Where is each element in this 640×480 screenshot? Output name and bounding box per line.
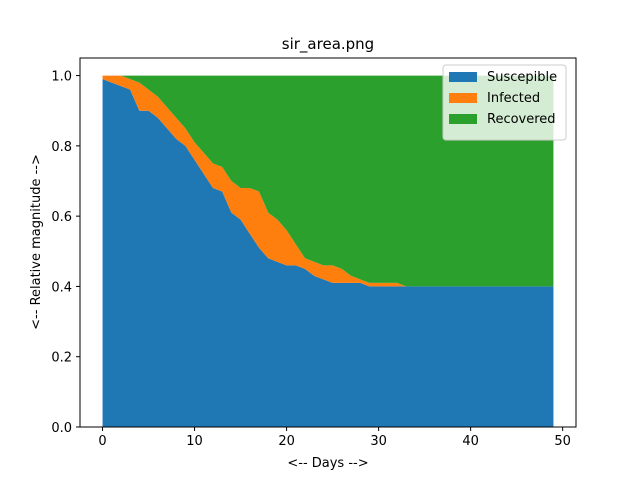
y-tick-label: 1.0	[51, 70, 72, 85]
y-axis-label: <-- Relative magnitude -->	[29, 154, 44, 330]
x-tick-label: 10	[186, 434, 203, 449]
x-tick-label: 20	[278, 434, 295, 449]
legend: Suscepible Infected Recovered	[442, 64, 567, 141]
x-tick-label: 40	[462, 434, 479, 449]
axes: 0 10 20 30 40 50 0.0 0.2 0.4 0.6 0.8 1.0	[51, 57, 577, 449]
legend-swatch-suscepible	[449, 72, 477, 82]
y-tick-label: 0.0	[51, 421, 72, 436]
y-tick-label: 0.2	[51, 351, 72, 366]
area-suscepible	[102, 79, 554, 427]
x-tick-label: 0	[98, 434, 106, 449]
x-tick-label: 30	[370, 434, 387, 449]
y-tick-label: 0.8	[51, 140, 72, 155]
y-tick-label: 0.6	[51, 210, 72, 225]
legend-swatch-recovered	[449, 114, 477, 124]
legend-swatch-infected	[449, 93, 477, 103]
area-recovered	[102, 75, 554, 287]
stacked-areas	[102, 75, 554, 427]
chart-title: sir_area.png	[282, 35, 374, 54]
area-infected	[102, 75, 554, 287]
legend-label-recovered: Recovered	[487, 112, 556, 127]
legend-label-suscepible: Suscepible	[487, 70, 557, 85]
y-tick-label: 0.4	[51, 280, 72, 295]
x-axis-label: <-- Days -->	[287, 456, 368, 471]
legend-label-infected: Infected	[487, 91, 540, 106]
x-tick-label: 50	[554, 434, 571, 449]
plot-frame	[79, 57, 577, 428]
